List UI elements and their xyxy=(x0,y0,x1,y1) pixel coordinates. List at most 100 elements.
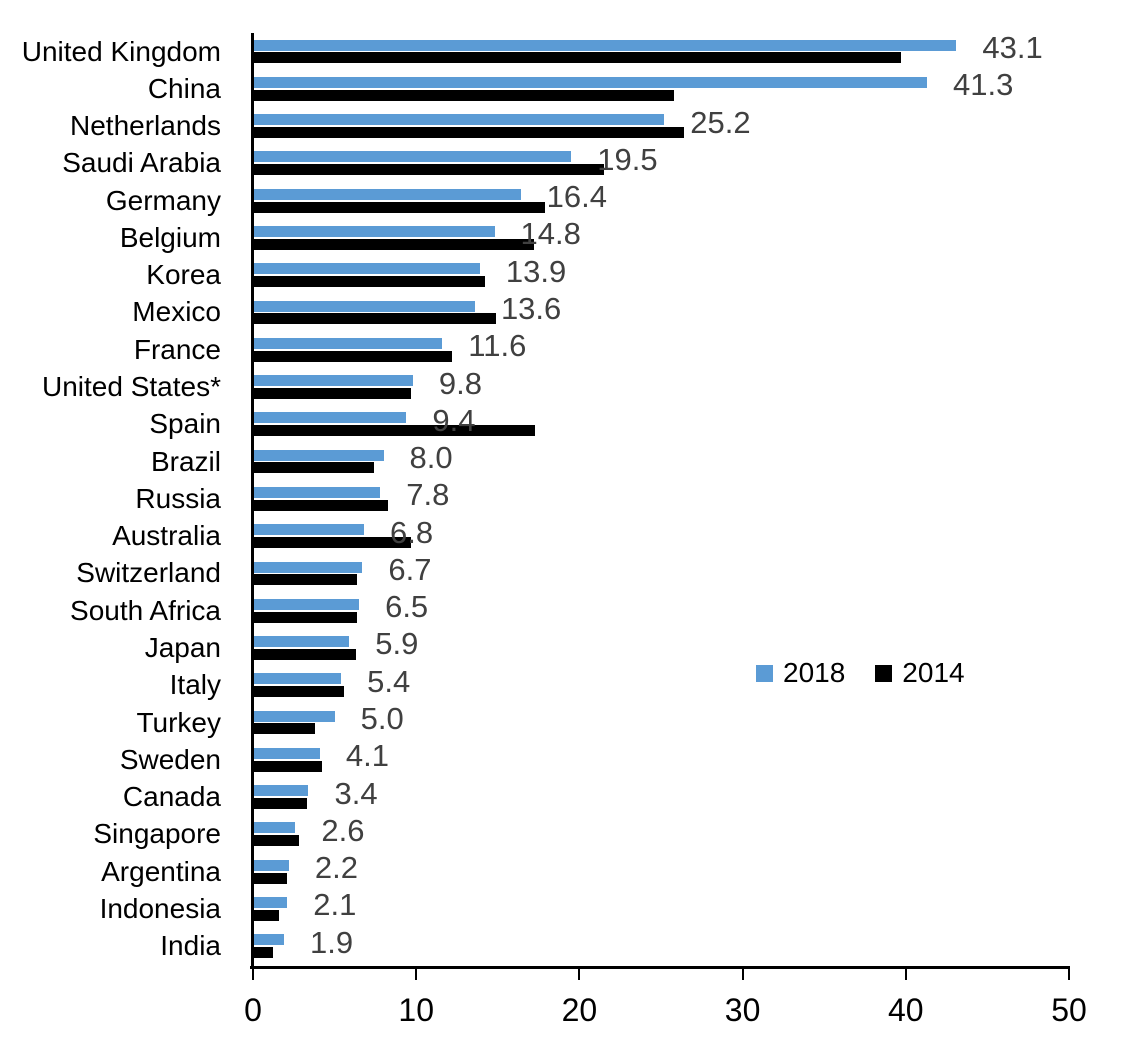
value-label: 43.1 xyxy=(982,30,1043,65)
bar-2018 xyxy=(253,897,288,909)
x-axis-tick-label: 40 xyxy=(888,992,924,1028)
legend-swatch-2014 xyxy=(875,664,893,682)
value-label: 25.2 xyxy=(690,104,751,140)
value-label: 14.8 xyxy=(520,216,581,252)
value-label: 16.4 xyxy=(546,179,607,215)
category-label: France xyxy=(133,333,221,365)
x-axis-line xyxy=(250,965,1070,969)
bar-2014 xyxy=(253,387,412,399)
value-label: 4.1 xyxy=(345,738,390,774)
bar-2014 xyxy=(253,537,412,549)
category-label: Belgium xyxy=(119,221,221,253)
bar-2014 xyxy=(253,462,374,474)
bar-2014 xyxy=(253,909,280,921)
bar-2018 xyxy=(253,263,480,275)
value-label: 11.6 xyxy=(468,328,527,364)
x-axis-tick xyxy=(904,968,907,980)
bar-2018 xyxy=(253,151,572,163)
x-axis-tick xyxy=(578,968,581,980)
bar-2014 xyxy=(253,276,485,288)
category-label: India xyxy=(160,930,221,962)
bar-2018 xyxy=(253,673,342,685)
value-label: 3.4 xyxy=(334,775,378,811)
category-label: Saudi Arabia xyxy=(62,147,221,179)
value-label: 9.4 xyxy=(432,402,476,438)
bar-2018 xyxy=(253,636,350,648)
legend-label-2018: 2018 xyxy=(783,657,846,688)
value-label: 5.9 xyxy=(375,626,419,662)
bar-2014 xyxy=(253,52,901,64)
x-axis-tick xyxy=(252,968,254,980)
category-label: Australia xyxy=(112,520,221,552)
x-axis-tick xyxy=(1068,968,1070,980)
value-label: 13.9 xyxy=(505,253,567,289)
bar-2018 xyxy=(253,188,521,200)
bar-2014 xyxy=(253,611,358,623)
bar-2018 xyxy=(253,337,443,349)
bar-2014 xyxy=(253,872,288,884)
category-label: South Africa xyxy=(70,594,221,626)
value-label: 19.5 xyxy=(597,141,658,177)
value-label: 2.1 xyxy=(313,887,357,923)
bar-2018 xyxy=(253,598,360,610)
bar-2014 xyxy=(253,164,604,176)
category-label: Spain xyxy=(149,408,221,440)
bar-2014 xyxy=(253,89,675,101)
bar-2018 xyxy=(253,524,364,536)
bar-2018 xyxy=(253,76,928,88)
bar-2018 xyxy=(253,39,957,51)
x-axis-tick-label: 30 xyxy=(724,992,761,1028)
bar-2018 xyxy=(253,859,289,871)
legend-label-2014: 2014 xyxy=(902,657,965,688)
x-axis-tick xyxy=(415,968,418,980)
value-label: 1.9 xyxy=(310,924,354,960)
x-axis-tick-label: 0 xyxy=(244,992,262,1028)
value-label: 5.0 xyxy=(360,701,404,737)
bar-2018 xyxy=(253,710,335,722)
value-label: 7.8 xyxy=(406,477,450,513)
bar-2014 xyxy=(253,499,389,511)
value-label: 5.4 xyxy=(367,663,411,699)
bar-2018 xyxy=(253,747,320,759)
category-label: Argentina xyxy=(101,855,221,887)
bar-2018 xyxy=(253,114,665,126)
value-label: 41.3 xyxy=(953,67,1014,103)
bar-2014 xyxy=(253,947,273,959)
bar-2014 xyxy=(253,798,307,809)
bar-2014 xyxy=(253,350,453,362)
bar-2014 xyxy=(253,238,534,250)
bar-2014 xyxy=(253,723,316,735)
category-label: Sweden xyxy=(119,743,221,775)
bar-2014 xyxy=(253,201,546,213)
bar-2018 xyxy=(253,375,413,387)
category-label: Japan xyxy=(144,631,221,663)
category-label: China xyxy=(147,72,221,104)
bar-2014 xyxy=(253,574,358,586)
x-axis-tick-label: 10 xyxy=(398,992,434,1028)
category-label: Russia xyxy=(135,482,221,514)
value-label: 9.8 xyxy=(438,365,483,401)
value-label: 6.8 xyxy=(389,514,434,550)
bar-2014 xyxy=(253,425,536,437)
x-axis-tick xyxy=(741,968,744,980)
category-label: Indonesia xyxy=(99,892,221,924)
value-label: 2.2 xyxy=(314,850,358,886)
legend: 2018 2014 xyxy=(756,659,965,687)
bar-2014 xyxy=(253,835,299,847)
value-label: 6.5 xyxy=(385,589,429,625)
bar-2018 xyxy=(253,785,309,797)
y-axis-line xyxy=(251,33,254,969)
legend-swatch-2018 xyxy=(756,664,773,682)
bar-2014 xyxy=(253,126,684,138)
bar-2014 xyxy=(253,313,497,325)
category-label: United States* xyxy=(42,371,221,403)
bar-2018 xyxy=(253,412,407,424)
category-label: Germany xyxy=(105,184,221,216)
category-label: Mexico xyxy=(132,296,221,328)
category-label: Switzerland xyxy=(76,557,221,589)
bar-2018 xyxy=(253,822,296,834)
category-label: United Kingdom xyxy=(21,35,221,67)
bar-2018 xyxy=(253,300,475,312)
bar-2018 xyxy=(253,934,284,946)
